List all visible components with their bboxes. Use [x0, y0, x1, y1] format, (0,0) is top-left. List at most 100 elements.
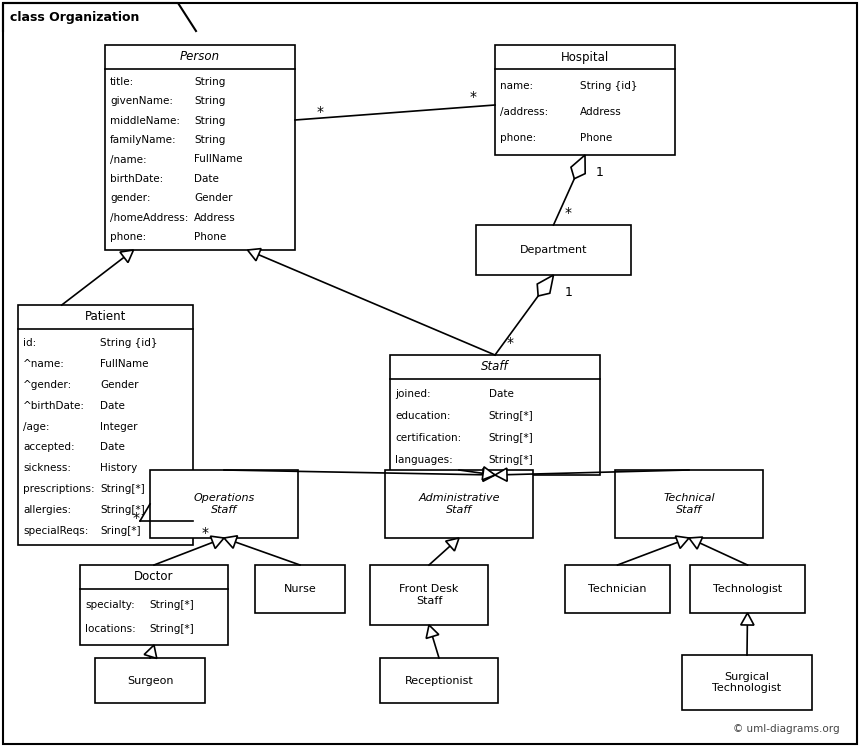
Text: Date: Date — [101, 400, 125, 411]
Bar — [80, 565, 228, 645]
Text: FullName: FullName — [101, 359, 149, 368]
Text: gender:: gender: — [110, 193, 150, 203]
Bar — [615, 470, 763, 538]
Text: ^birthDate:: ^birthDate: — [23, 400, 85, 411]
Polygon shape — [427, 625, 439, 639]
Text: phone:: phone: — [500, 133, 537, 143]
Text: *: * — [316, 105, 323, 119]
Text: Phone: Phone — [580, 133, 611, 143]
Text: languages:: languages: — [395, 456, 452, 465]
Text: name:: name: — [500, 81, 533, 91]
Text: prescriptions:: prescriptions: — [23, 484, 95, 495]
Text: certification:: certification: — [395, 433, 461, 443]
Text: Administrative
Staff: Administrative Staff — [418, 493, 500, 515]
Text: Front Desk
Staff: Front Desk Staff — [399, 584, 458, 606]
Text: locations:: locations: — [85, 624, 136, 634]
Text: middleName:: middleName: — [110, 116, 180, 125]
Text: Doctor: Doctor — [134, 571, 174, 583]
Text: Date: Date — [488, 388, 513, 398]
Text: String[*]: String[*] — [101, 506, 145, 515]
Text: Receptionist: Receptionist — [404, 675, 473, 686]
Text: String: String — [194, 116, 225, 125]
Text: Person: Person — [180, 51, 220, 63]
Bar — [18, 305, 193, 545]
Text: String[*]: String[*] — [488, 456, 533, 465]
Bar — [565, 565, 670, 613]
Text: String[*]: String[*] — [101, 484, 145, 495]
Polygon shape — [211, 536, 224, 548]
Text: Gender: Gender — [194, 193, 233, 203]
Text: String[*]: String[*] — [150, 624, 194, 634]
Bar — [495, 45, 675, 155]
Text: Sring[*]: Sring[*] — [101, 527, 141, 536]
Polygon shape — [224, 536, 237, 548]
Text: sickness:: sickness: — [23, 463, 71, 474]
Text: String {id}: String {id} — [101, 338, 157, 347]
Bar — [682, 655, 812, 710]
Text: ^name:: ^name: — [23, 359, 64, 368]
Text: /address:: /address: — [500, 107, 549, 117]
Text: class Organization: class Organization — [10, 10, 139, 23]
Text: *: * — [565, 206, 572, 220]
Polygon shape — [445, 538, 459, 551]
Text: /age:: /age: — [23, 421, 50, 432]
Text: *: * — [201, 526, 208, 540]
Text: Technologist: Technologist — [713, 584, 782, 594]
Text: © uml-diagrams.org: © uml-diagrams.org — [734, 724, 840, 734]
Text: id:: id: — [23, 338, 36, 347]
Text: FullName: FullName — [194, 155, 243, 164]
Text: String: String — [194, 77, 225, 87]
Text: Staff: Staff — [482, 361, 509, 374]
Bar — [690, 565, 805, 613]
Text: education:: education: — [395, 411, 451, 421]
Text: allergies:: allergies: — [23, 506, 71, 515]
Polygon shape — [675, 536, 689, 548]
Polygon shape — [571, 155, 585, 179]
Text: Surgical
Technologist: Surgical Technologist — [712, 672, 782, 693]
Polygon shape — [482, 467, 495, 480]
Text: Operations
Staff: Operations Staff — [194, 493, 255, 515]
Bar — [150, 470, 298, 538]
Text: *: * — [507, 336, 513, 350]
Bar — [390, 355, 600, 475]
Bar — [95, 658, 205, 703]
Text: Department: Department — [519, 245, 587, 255]
Text: accepted:: accepted: — [23, 442, 75, 453]
Text: Gender: Gender — [101, 379, 138, 390]
Polygon shape — [689, 537, 703, 549]
Text: givenName:: givenName: — [110, 96, 173, 106]
Text: Technician: Technician — [588, 584, 647, 594]
Text: 1: 1 — [564, 287, 573, 300]
Text: birthDate:: birthDate: — [110, 174, 163, 184]
Text: String: String — [194, 96, 225, 106]
Polygon shape — [144, 645, 157, 658]
Text: String[*]: String[*] — [488, 433, 533, 443]
Bar — [370, 565, 488, 625]
Polygon shape — [120, 250, 133, 262]
Text: Integer: Integer — [101, 421, 138, 432]
Text: /homeAddress:: /homeAddress: — [110, 213, 188, 223]
Bar — [380, 658, 498, 703]
Text: specialReqs:: specialReqs: — [23, 527, 89, 536]
Polygon shape — [495, 468, 507, 481]
Text: Phone: Phone — [194, 232, 226, 242]
Text: Date: Date — [101, 442, 125, 453]
Text: familyName:: familyName: — [110, 135, 176, 145]
Text: String {id}: String {id} — [580, 81, 637, 91]
Text: Nurse: Nurse — [284, 584, 316, 594]
Text: String: String — [194, 135, 225, 145]
Text: *: * — [470, 90, 476, 104]
Bar — [255, 565, 345, 613]
Text: specialty:: specialty: — [85, 600, 135, 610]
Text: ^gender:: ^gender: — [23, 379, 72, 390]
Polygon shape — [248, 249, 261, 261]
Text: Patient: Patient — [85, 311, 126, 323]
Text: title:: title: — [110, 77, 134, 87]
Text: 1: 1 — [596, 167, 604, 179]
Text: History: History — [101, 463, 138, 474]
Text: joined:: joined: — [395, 388, 431, 398]
Text: Address: Address — [194, 213, 236, 223]
Bar — [105, 45, 295, 250]
Bar — [476, 225, 631, 275]
Polygon shape — [482, 468, 495, 481]
